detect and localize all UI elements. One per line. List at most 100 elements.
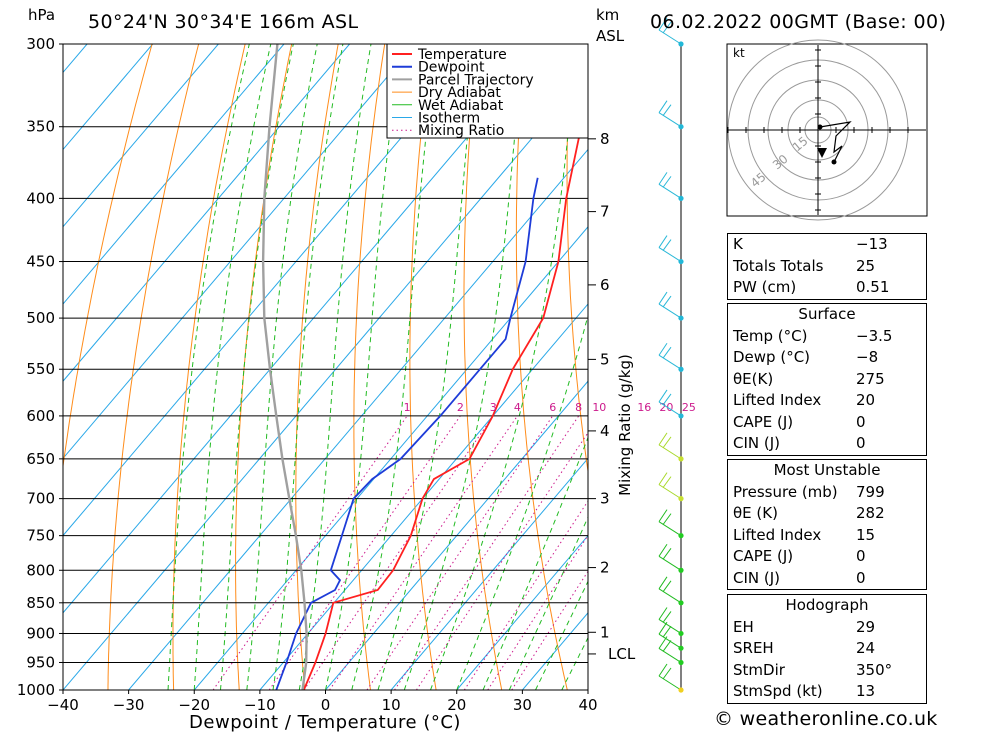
temperature-tick-label: −10 [244,696,276,714]
wind-level-dot [678,366,684,372]
dry-adiabat-line [353,44,386,690]
wind-barb-flag [662,625,672,638]
wind-barb-flag [658,172,668,185]
index-row-totals: Totals Totals 25 [728,256,926,278]
index-label: PW (cm) [733,278,797,296]
dewpoint-series-line [275,177,539,690]
hodo-row: SREH 24 [728,638,926,660]
isotherm-line [63,71,588,690]
hodograph-indices-panel: Hodograph EH 29 SREH 24 StmDir 350° StmSpd … [727,594,927,704]
wind-barb-flag [658,432,668,446]
hodograph-unit: kt [733,46,745,60]
wind-barb-staff [658,648,682,663]
mixing-ratio-tick-label: 16 [637,401,651,414]
wind-level-dot [678,659,684,666]
wet-adiabat-line [482,436,588,690]
wind-barb-staff [658,112,682,128]
dry-adiabat-line [107,44,200,690]
wind-barb-staff [658,588,682,604]
surface-row: θE(K) 275 [728,369,926,391]
hodo-row: StmSpd (kt) 13 [728,681,926,703]
mixing-ratio-line [268,415,461,690]
isotherm-line [63,44,350,382]
wet-adiabat-line [298,44,372,690]
wet-adiabat-line [220,44,294,690]
pressure-tick-label: 650 [26,450,55,468]
wind-level-dot [678,630,684,637]
index-value: −3.5 [856,326,893,345]
wind-level-dot [678,645,684,651]
wind-level-dot [678,687,684,693]
wind-barb-flag [662,667,672,680]
temperature-tick-label: −30 [113,696,145,714]
wind-level-dot [678,456,684,462]
index-row-k: K −13 [728,234,926,256]
pressure-tick-label: 950 [26,653,55,671]
pressure-tick-label: 350 [26,118,55,136]
index-value: 0 [856,568,866,587]
location-title: 50°24'N 30°34'E 166m ASL [88,11,359,33]
wind-barb-column [658,17,684,693]
temperature-tick-label: 0 [321,696,331,714]
wind-barb-flag [662,513,672,525]
mixing-ratio-line [415,431,588,690]
mixing-ratio-axis-label: Mixing Ratio (g/kg) [616,354,634,496]
index-label: EH [733,617,754,636]
pressure-tick-label: 550 [26,360,55,378]
wind-barb-staff [658,521,682,537]
index-value: 350° [856,660,893,679]
plot-frame [62,43,589,691]
wet-adiabat-line [508,516,588,690]
copyright-link[interactable]: © weatheronline.co.uk [714,708,938,730]
temperature-tick-label: 10 [382,696,401,714]
km-tick-label: 1 [600,623,610,641]
lcl-label: LCL [608,645,636,663]
pressure-tick-label: 400 [26,189,55,207]
legend-box [386,43,589,139]
dry-adiabat-line [988,37,1000,690]
wind-barb [658,432,684,462]
index-label: Dewp (°C) [733,348,811,366]
legend-entry: Dewpoint [418,60,485,76]
km-unit-label: km [596,6,619,24]
index-value: 282 [856,504,885,522]
surface-row: CAPE (J) 0 [728,412,926,434]
wind-level-dot [678,41,684,47]
wind-barb-flag [662,640,672,652]
asl-unit-label: ASL [596,27,625,45]
surface-row: CIN (J) 0 [728,433,926,455]
pressure-tick-label: 900 [26,624,55,642]
hodograph-title: Hodograph [785,596,869,614]
index-label: Lifted Index [733,391,822,409]
index-value: 799 [856,482,885,501]
index-value: −8 [856,348,879,366]
profile-lines [261,44,588,690]
legend-entry: Temperature [417,47,507,63]
index-label: Totals Totals [733,256,824,275]
wind-barb [658,17,684,47]
wind-level-dot [678,496,684,502]
index-value: 0 [856,547,866,565]
wind-barb [658,389,684,419]
wind-barb-flag [662,239,672,251]
surface-title: Surface [798,305,856,323]
diagram-grid [63,37,1000,690]
wet-adiabat-line [246,44,318,690]
index-value: 15 [856,525,876,544]
wind-barb-flag [662,176,672,188]
index-label: θE (K) [733,504,778,522]
hodograph-trace [819,121,852,163]
pressure-tick-label: 700 [26,490,55,508]
wind-barb-flag [662,611,672,623]
index-label: K [733,235,743,253]
wet-adiabat-line [167,44,250,690]
wind-level-dot [678,258,684,265]
mixing-ratio-line [212,415,408,690]
wet-adiabat-line [535,580,588,690]
pressure-tick-label: 1000 [17,681,55,699]
pressure-tick-label: 450 [26,253,55,271]
wind-barb-staff [658,633,682,649]
wind-barb [658,543,684,573]
